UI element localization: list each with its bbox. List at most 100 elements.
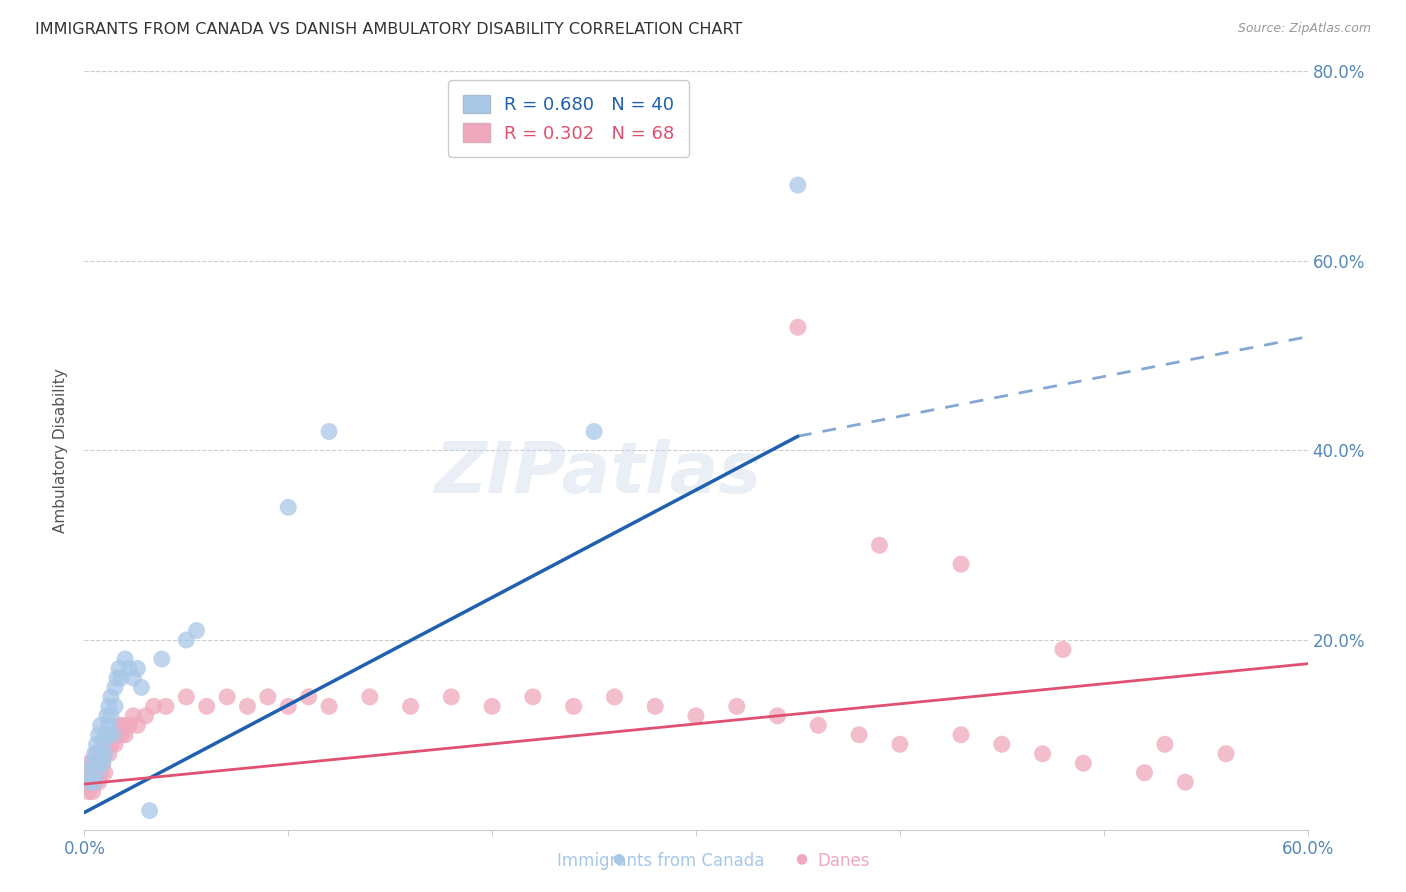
Point: [93, 765, 115, 780]
Point: [77, 765, 100, 780]
Point: [101, 728, 124, 742]
Text: ●: ●: [613, 851, 624, 865]
Point: [522, 690, 544, 704]
Point: [90, 747, 112, 761]
Point: [127, 661, 149, 675]
Point: [83, 747, 105, 761]
Point: [1174, 775, 1197, 789]
Point: [114, 652, 136, 666]
Point: [114, 728, 136, 742]
Point: [105, 671, 128, 685]
Point: [110, 671, 132, 685]
Point: [138, 804, 160, 818]
Point: [277, 500, 299, 515]
Point: [100, 690, 122, 704]
Point: [787, 178, 810, 193]
Point: [1032, 747, 1054, 761]
Point: [77, 785, 100, 799]
Point: [359, 690, 381, 704]
Y-axis label: Ambulatory Disability: Ambulatory Disability: [53, 368, 69, 533]
Point: [399, 699, 422, 714]
Point: [90, 718, 112, 732]
Point: [93, 747, 115, 761]
Point: [217, 690, 239, 704]
Point: [277, 699, 299, 714]
Point: [236, 699, 259, 714]
Point: [787, 320, 810, 334]
Point: [82, 756, 104, 771]
Point: [90, 747, 112, 761]
Point: [87, 756, 110, 771]
Point: [82, 785, 104, 799]
Point: [725, 699, 748, 714]
Point: [79, 775, 101, 789]
Point: [110, 728, 132, 742]
Point: [583, 425, 606, 439]
Text: IMMIGRANTS FROM CANADA VS DANISH AMBULATORY DISABILITY CORRELATION CHART: IMMIGRANTS FROM CANADA VS DANISH AMBULAT…: [35, 22, 742, 37]
Point: [118, 718, 141, 732]
Point: [318, 425, 340, 439]
Text: ●: ●: [796, 851, 807, 865]
Point: [83, 775, 105, 789]
Point: [298, 690, 321, 704]
Point: [97, 718, 120, 732]
Point: [105, 728, 128, 742]
Point: [104, 737, 127, 751]
Point: [83, 775, 105, 789]
Point: [174, 690, 197, 704]
Point: [1052, 642, 1074, 657]
Point: [96, 728, 118, 742]
Point: [79, 775, 101, 789]
Point: [91, 737, 114, 751]
Point: [127, 718, 149, 732]
Point: [108, 718, 131, 732]
Point: [82, 765, 104, 780]
Point: [685, 708, 707, 723]
Point: [889, 737, 911, 751]
Point: [87, 728, 110, 742]
Text: Source: ZipAtlas.com: Source: ZipAtlas.com: [1237, 22, 1371, 36]
Point: [118, 661, 141, 675]
Point: [86, 737, 108, 751]
Point: [481, 699, 503, 714]
Point: [77, 756, 100, 771]
Point: [97, 699, 120, 714]
Point: [122, 671, 145, 685]
Point: [86, 747, 108, 761]
Text: Danes: Danes: [817, 852, 870, 870]
Point: [93, 728, 115, 742]
Point: [150, 652, 173, 666]
Point: [100, 737, 122, 751]
Point: [1073, 756, 1095, 771]
Point: [562, 699, 585, 714]
Point: [122, 708, 145, 723]
Point: [869, 538, 891, 552]
Point: [950, 557, 973, 572]
Point: [186, 624, 208, 638]
Point: [318, 699, 340, 714]
Point: [104, 699, 127, 714]
Point: [991, 737, 1014, 751]
Point: [97, 747, 120, 761]
Point: [112, 718, 135, 732]
Point: [96, 737, 118, 751]
Point: [86, 765, 108, 780]
Point: [86, 765, 108, 780]
Point: [104, 681, 127, 695]
Point: [766, 708, 789, 723]
Point: [848, 728, 870, 742]
Point: [257, 690, 280, 704]
Point: [131, 681, 153, 695]
Text: Immigrants from Canada: Immigrants from Canada: [557, 852, 765, 870]
Point: [91, 756, 114, 771]
Point: [1133, 765, 1156, 780]
Point: [603, 690, 626, 704]
Point: [75, 775, 97, 789]
Point: [807, 718, 830, 732]
Point: [100, 708, 122, 723]
Legend: R = 0.680   N = 40, R = 0.302   N = 68: R = 0.680 N = 40, R = 0.302 N = 68: [449, 80, 689, 157]
Point: [1154, 737, 1177, 751]
Point: [1215, 747, 1237, 761]
Point: [87, 756, 110, 771]
Point: [135, 708, 157, 723]
